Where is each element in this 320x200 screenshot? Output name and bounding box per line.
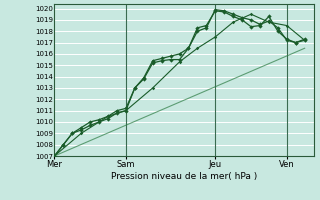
X-axis label: Pression niveau de la mer( hPa ): Pression niveau de la mer( hPa ) xyxy=(111,172,257,181)
